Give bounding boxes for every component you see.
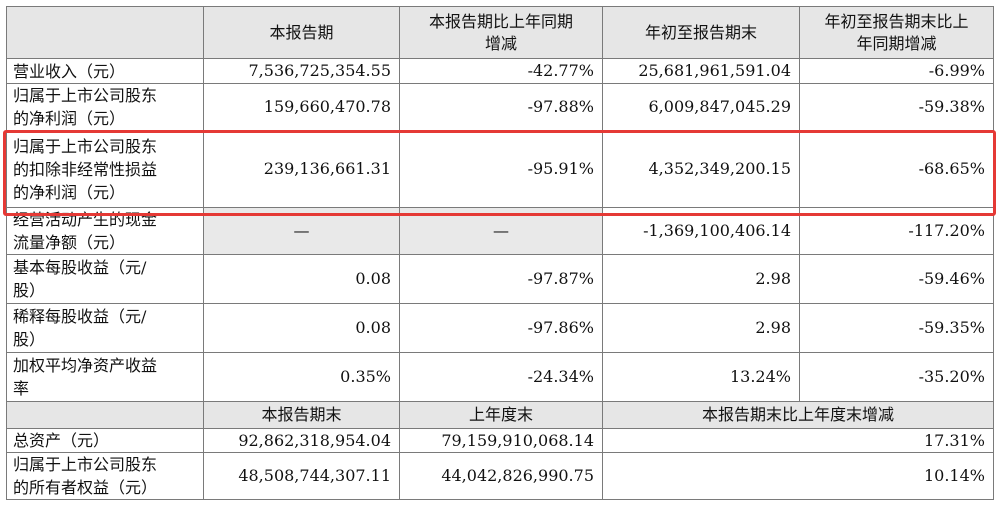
row-label-operating-cash-flow: 经营活动产生的现金 流量净额（元） — [6, 207, 204, 255]
row-label-revenue: 营业收入（元） — [6, 58, 204, 84]
cell-value: 2.98 — [602, 254, 800, 304]
cell-value: -97.86% — [399, 303, 603, 353]
cell-value: 6,009,847,045.29 — [602, 83, 800, 131]
cell-value: 25,681,961,591.04 — [602, 58, 800, 84]
row-label-roe: 加权平均净资产收益 率 — [6, 352, 204, 402]
table-row: 经营活动产生的现金 流量净额（元） — — -1,369,100,406.14 … — [6, 207, 994, 255]
cell-value: -97.88% — [399, 83, 603, 131]
cell-value: 10.14% — [602, 452, 994, 500]
cell-value: 4,352,349,200.15 — [602, 130, 800, 208]
cell-value: 239,136,661.31 — [203, 130, 400, 208]
cell-value: 17.31% — [602, 428, 994, 453]
table-row: 归属于上市公司股东 的所有者权益（元） 48,508,744,307.11 44… — [6, 452, 994, 500]
row-label-net-profit: 归属于上市公司股东 的净利润（元） — [6, 83, 204, 131]
cell-value: -1,369,100,406.14 — [602, 207, 800, 255]
subheader-blank-cell — [6, 401, 204, 429]
cell-value: -35.20% — [799, 352, 994, 402]
cell-value: -117.20% — [799, 207, 994, 255]
cell-value: 44,042,826,990.75 — [399, 452, 603, 500]
cell-value: 13.24% — [602, 352, 800, 402]
cell-value: 79,159,910,068.14 — [399, 428, 603, 453]
header-blank-cell — [6, 6, 204, 59]
header-ytd: 年初至报告期末 — [602, 6, 800, 59]
row-label-total-assets: 总资产（元） — [6, 428, 204, 453]
header-current-period: 本报告期 — [203, 6, 400, 59]
cell-value: -6.99% — [799, 58, 994, 84]
row-label-deducted-net-profit: 归属于上市公司股东 的扣除非经常性损益 的净利润（元） — [6, 130, 204, 208]
table-row: 营业收入（元） 7,536,725,354.55 -42.77% 25,681,… — [6, 58, 994, 84]
row-label-basic-eps: 基本每股收益（元/ 股） — [6, 254, 204, 304]
cell-value: -24.34% — [399, 352, 603, 402]
cell-value: -95.91% — [399, 130, 603, 208]
cell-value: 7,536,725,354.55 — [203, 58, 400, 84]
table-row: 加权平均净资产收益 率 0.35% -24.34% 13.24% -35.20% — [6, 352, 994, 402]
row-label-equity: 归属于上市公司股东 的所有者权益（元） — [6, 452, 204, 500]
table-row: 稀释每股收益（元/ 股） 0.08 -97.86% 2.98 -59.35% — [6, 303, 994, 353]
table-header-row: 本报告期 本报告期比上年同期 增减 年初至报告期末 年初至报告期末比上 年同期增… — [6, 6, 994, 59]
table-row-highlighted: 归属于上市公司股东 的扣除非经常性损益 的净利润（元） 239,136,661.… — [6, 130, 994, 208]
table-subheader-row: 本报告期末 上年度末 本报告期末比上年度末增减 — [6, 401, 994, 429]
cell-value: 0.35% — [203, 352, 400, 402]
table-row: 基本每股收益（元/ 股） 0.08 -97.87% 2.98 -59.46% — [6, 254, 994, 304]
row-label-diluted-eps: 稀释每股收益（元/ 股） — [6, 303, 204, 353]
cell-value: 0.08 — [203, 303, 400, 353]
cell-value: 0.08 — [203, 254, 400, 304]
header-current-period-yoy: 本报告期比上年同期 增减 — [399, 6, 603, 59]
cell-value: -68.65% — [799, 130, 994, 208]
header-change-vs-prior-year-end: 本报告期末比上年度末增减 — [602, 401, 994, 429]
header-prior-year-end: 上年度末 — [399, 401, 603, 429]
table-row: 总资产（元） 92,862,318,954.04 79,159,910,068.… — [6, 428, 994, 453]
header-period-end: 本报告期末 — [203, 401, 400, 429]
cell-value: 2.98 — [602, 303, 800, 353]
header-ytd-yoy: 年初至报告期末比上 年同期增减 — [799, 6, 994, 59]
cell-value: -42.77% — [399, 58, 603, 84]
cell-dash: — — [399, 207, 603, 255]
table-row: 归属于上市公司股东 的净利润（元） 159,660,470.78 -97.88%… — [6, 83, 994, 131]
cell-dash: — — [203, 207, 400, 255]
cell-value: -97.87% — [399, 254, 603, 304]
cell-value: 159,660,470.78 — [203, 83, 400, 131]
cell-value: 92,862,318,954.04 — [203, 428, 400, 453]
cell-value: -59.38% — [799, 83, 994, 131]
cell-value: -59.46% — [799, 254, 994, 304]
cell-value: 48,508,744,307.11 — [203, 452, 400, 500]
financial-summary-table: 本报告期 本报告期比上年同期 增减 年初至报告期末 年初至报告期末比上 年同期增… — [6, 6, 994, 500]
cell-value: -59.35% — [799, 303, 994, 353]
